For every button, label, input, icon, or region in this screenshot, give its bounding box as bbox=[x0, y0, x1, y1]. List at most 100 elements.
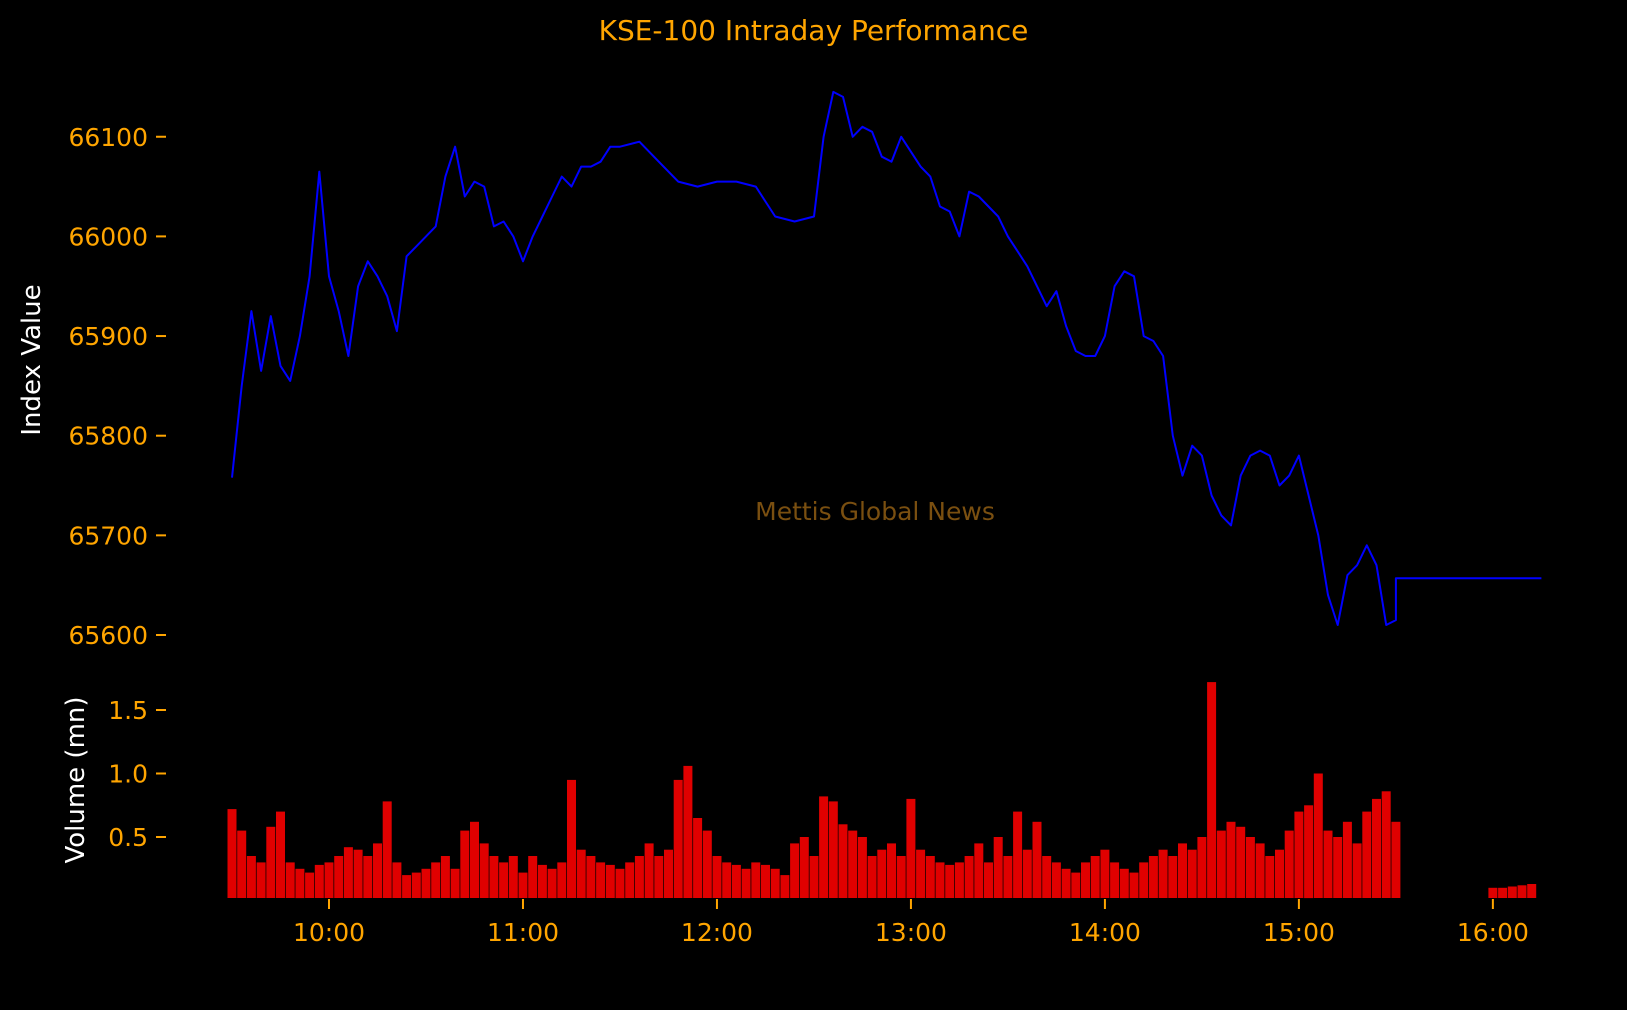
volume-bar bbox=[1013, 811, 1023, 898]
price-y-axis: 65600 65700 65800 65900 66000 66100 bbox=[68, 123, 166, 650]
time-x-tick-label: 13:00 bbox=[875, 918, 947, 947]
volume-bar bbox=[683, 765, 693, 898]
volume-bar bbox=[935, 862, 945, 898]
volume-bar bbox=[1022, 849, 1032, 898]
volume-bar bbox=[557, 862, 567, 898]
volume-bar bbox=[508, 856, 518, 898]
volume-plot-area bbox=[227, 682, 1537, 899]
volume-bar bbox=[1372, 798, 1381, 898]
volume-bar bbox=[654, 856, 664, 898]
volume-bar bbox=[1391, 821, 1401, 898]
volume-bar bbox=[295, 868, 305, 899]
volume-bar bbox=[518, 872, 528, 898]
volume-bar bbox=[1042, 856, 1052, 898]
volume-bar bbox=[1003, 856, 1013, 898]
volume-bar bbox=[887, 843, 896, 898]
volume-bar bbox=[1342, 821, 1352, 898]
watermark-text: Mettis Global News bbox=[755, 497, 995, 526]
time-x-tick-label: 16:00 bbox=[1457, 918, 1529, 947]
volume-bar bbox=[761, 864, 770, 898]
volume-bar bbox=[984, 862, 993, 898]
volume-bar bbox=[227, 809, 237, 898]
volume-bar bbox=[848, 830, 858, 898]
volume-bar bbox=[828, 801, 838, 898]
volume-bar bbox=[1119, 868, 1129, 899]
volume-bar bbox=[1304, 805, 1314, 899]
volume-bar bbox=[722, 862, 732, 898]
volume-bar bbox=[693, 818, 703, 898]
volume-bar bbox=[392, 862, 402, 898]
volume-bar bbox=[605, 864, 615, 898]
volume-bar bbox=[993, 837, 1003, 898]
volume-bar bbox=[266, 826, 276, 898]
volume-bar bbox=[1275, 849, 1284, 898]
volume-bar bbox=[489, 856, 499, 898]
price-plot-area bbox=[231, 90, 1542, 626]
volume-bar bbox=[673, 779, 683, 898]
volume-bar bbox=[731, 864, 741, 898]
volume-bar bbox=[954, 862, 964, 898]
volume-bar bbox=[799, 837, 809, 898]
volume-bar bbox=[440, 856, 450, 898]
price-y-tick-label: 65900 bbox=[68, 322, 148, 351]
volume-bar bbox=[1129, 872, 1139, 898]
volume-bar bbox=[246, 856, 256, 898]
volume-bar bbox=[702, 830, 712, 898]
volume-bar bbox=[1081, 862, 1090, 898]
volume-bar bbox=[343, 847, 353, 898]
volume-bar bbox=[1110, 862, 1120, 898]
volume-bar bbox=[1158, 849, 1168, 898]
volume-bar bbox=[1265, 856, 1275, 898]
time-x-tick-label: 15:00 bbox=[1263, 918, 1335, 947]
volume-bar bbox=[1284, 830, 1294, 898]
volume-bar bbox=[741, 868, 751, 899]
time-x-tick-label: 14:00 bbox=[1069, 918, 1141, 947]
volume-bar bbox=[256, 862, 266, 898]
volume-bar bbox=[567, 779, 576, 898]
time-x-tick-label: 10:00 bbox=[293, 918, 365, 947]
price-series-line bbox=[231, 90, 1542, 626]
volume-bar bbox=[857, 837, 867, 898]
volume-bar bbox=[1236, 826, 1246, 898]
volume-y-axis-label: Volume (mn) bbox=[61, 696, 91, 863]
volume-y-axis: 0.5 1.0 1.5 bbox=[108, 696, 166, 852]
volume-bar bbox=[1507, 886, 1517, 898]
volume-bar bbox=[460, 830, 470, 898]
volume-bar bbox=[1245, 837, 1255, 898]
volume-bar bbox=[402, 875, 412, 898]
volume-bar bbox=[974, 843, 984, 898]
volume-bar bbox=[1498, 887, 1508, 898]
volume-bar bbox=[1061, 868, 1071, 899]
volume-bar bbox=[334, 856, 344, 898]
volume-bar bbox=[1352, 843, 1362, 898]
chart-title: KSE-100 Intraday Performance bbox=[598, 14, 1029, 47]
volume-bar bbox=[1333, 837, 1343, 898]
volume-bar bbox=[1071, 872, 1081, 898]
volume-bar bbox=[625, 862, 635, 898]
volume-bar bbox=[547, 868, 557, 899]
volume-bar bbox=[906, 798, 916, 898]
time-x-tick-label: 12:00 bbox=[681, 918, 753, 947]
volume-bar bbox=[479, 843, 489, 898]
volume-bar bbox=[596, 862, 606, 898]
volume-bar bbox=[353, 849, 363, 898]
time-x-tick-label: 11:00 bbox=[487, 918, 559, 947]
volume-bar bbox=[431, 862, 441, 898]
volume-y-tick-label: 1.5 bbox=[108, 696, 148, 725]
volume-bar bbox=[925, 856, 935, 898]
volume-bar bbox=[964, 856, 974, 898]
volume-bar bbox=[1148, 856, 1158, 898]
volume-y-tick-label: 1.0 bbox=[108, 760, 148, 789]
volume-bar bbox=[790, 843, 800, 898]
volume-bar bbox=[1100, 849, 1110, 898]
volume-bar bbox=[896, 856, 906, 898]
volume-bar bbox=[1313, 773, 1323, 898]
time-x-axis: 10:00 11:00 12:00 13:00 14:00 15:00 16:00 bbox=[293, 899, 1529, 947]
volume-bar bbox=[819, 796, 829, 898]
volume-bar bbox=[411, 872, 421, 898]
volume-bar bbox=[499, 862, 509, 898]
volume-bar bbox=[1323, 830, 1333, 898]
volume-bar bbox=[1139, 862, 1149, 898]
volume-bar bbox=[945, 864, 955, 898]
volume-bar bbox=[1362, 811, 1372, 898]
